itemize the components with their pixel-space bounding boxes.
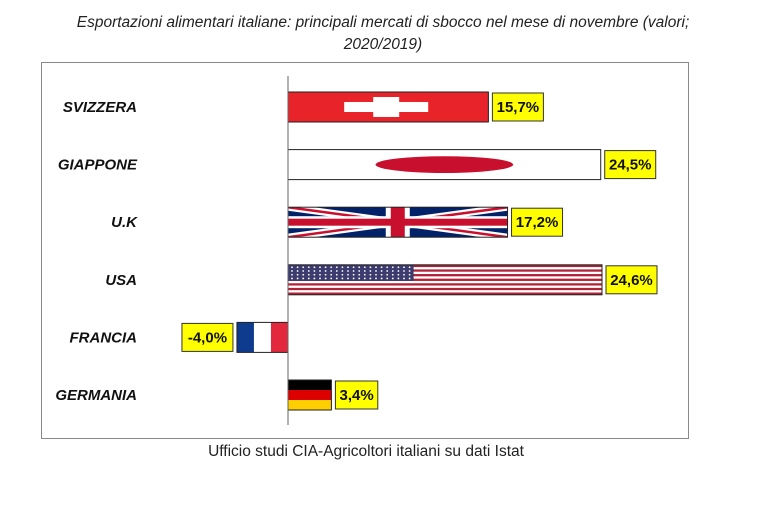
value-label-usa: 24,6%: [605, 265, 658, 295]
value-label-text: 17,2%: [516, 214, 559, 231]
bars-layer: [236, 91, 603, 411]
value-label-francia: -4,0%: [181, 322, 234, 352]
bar-svizzera: [287, 91, 489, 123]
flag-france-pattern: [236, 322, 288, 353]
category-labels-layer: SVIZZERA GIAPPONE U.K USA FRANCIA GERMANIA: [55, 99, 138, 404]
value-label-text: -4,0%: [188, 329, 227, 346]
value-label-svizzera: 15,7%: [491, 92, 544, 122]
bar-giappone: [287, 149, 602, 181]
value-label-text: 3,4%: [339, 387, 373, 404]
value-label-text: 15,7%: [497, 99, 540, 116]
chart-title-line-1: Esportazioni alimentari italiane: princi…: [76, 14, 690, 31]
value-label-box: [605, 265, 658, 295]
bar-francia: [236, 321, 289, 353]
chart-title-line-2: 2020/2019): [343, 36, 423, 53]
value-label-box: [181, 322, 234, 352]
chart-title: Esportazioni alimentari italiane: princi…: [0, 12, 766, 56]
category-label-uk: U.K: [111, 214, 138, 231]
value-label-text: 24,5%: [609, 157, 652, 174]
value-label-box: [491, 92, 544, 122]
swiss-cross-center: [373, 97, 400, 117]
bar-usa: [287, 264, 603, 296]
value-label-box: [604, 150, 657, 180]
category-label-francia: FRANCIA: [70, 329, 138, 346]
bar-germania: [287, 379, 332, 411]
flag-usa-pattern: [288, 264, 602, 295]
flag-uk-pattern: [288, 207, 508, 238]
value-label-box: [511, 207, 564, 237]
flag-switzerland-pattern: [288, 92, 489, 122]
value-labels-layer: 15,7% 24,5% 17,2% 24,6% -4,0% 3,4%: [181, 92, 658, 410]
category-label-germania: GERMANIA: [55, 387, 137, 404]
category-label-svizzera: SVIZZERA: [63, 99, 137, 116]
usa-canton: [288, 264, 414, 281]
value-label-uk: 17,2%: [511, 207, 564, 237]
value-label-giappone: 24,5%: [604, 150, 657, 180]
plot-area-frame: [41, 62, 689, 439]
source-note: Ufficio studi CIA-Agricoltori italiani s…: [208, 443, 524, 460]
value-label-text: 24,6%: [610, 272, 653, 289]
bar-uk: [287, 206, 509, 238]
japan-sun-disc: [375, 156, 514, 174]
category-label-usa: USA: [105, 272, 137, 289]
flag-germany-pattern: [288, 380, 332, 410]
value-label-germania: 3,4%: [334, 380, 379, 410]
flag-japan-pattern: [288, 149, 601, 180]
category-label-giappone: GIAPPONE: [58, 157, 138, 174]
value-label-box: [334, 380, 379, 410]
